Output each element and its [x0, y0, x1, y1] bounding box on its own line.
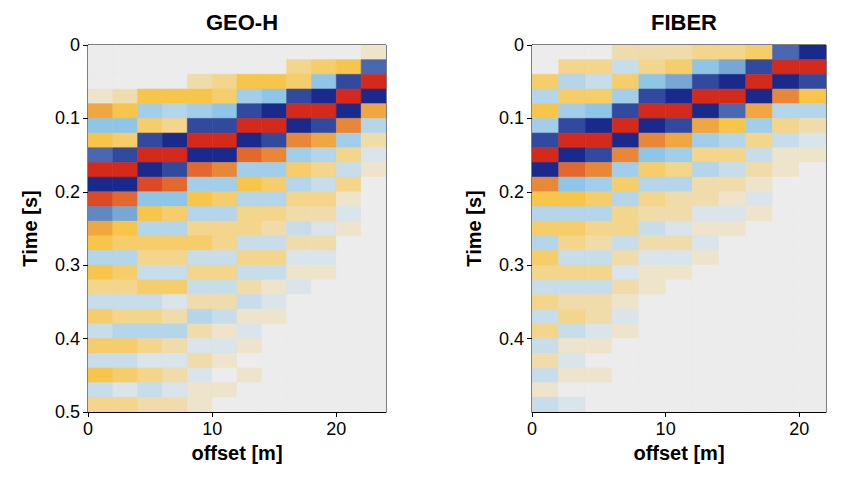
svg-text:20: 20 — [326, 419, 346, 439]
svg-text:0: 0 — [514, 35, 524, 55]
svg-text:offset [m]: offset [m] — [633, 442, 724, 464]
svg-text:0: 0 — [83, 419, 93, 439]
svg-text:0.2: 0.2 — [55, 182, 80, 202]
svg-text:0.1: 0.1 — [499, 108, 524, 128]
svg-text:10: 10 — [202, 419, 222, 439]
svg-text:0: 0 — [70, 35, 80, 55]
svg-text:offset [m]: offset [m] — [191, 442, 282, 464]
svg-text:20: 20 — [789, 419, 809, 439]
svg-text:0.4: 0.4 — [499, 329, 524, 349]
svg-text:Time [s]: Time [s] — [463, 190, 485, 266]
svg-text:0.3: 0.3 — [499, 255, 524, 275]
svg-text:0.5: 0.5 — [55, 402, 80, 422]
svg-text:0.1: 0.1 — [55, 108, 80, 128]
svg-text:FIBER: FIBER — [651, 10, 717, 35]
svg-text:Time [s]: Time [s] — [19, 190, 41, 266]
svg-text:0.3: 0.3 — [55, 255, 80, 275]
svg-text:GEO-H: GEO-H — [206, 10, 278, 35]
svg-text:10: 10 — [656, 419, 676, 439]
svg-text:0.4: 0.4 — [55, 329, 80, 349]
svg-text:0: 0 — [527, 419, 537, 439]
svg-text:0.2: 0.2 — [499, 182, 524, 202]
